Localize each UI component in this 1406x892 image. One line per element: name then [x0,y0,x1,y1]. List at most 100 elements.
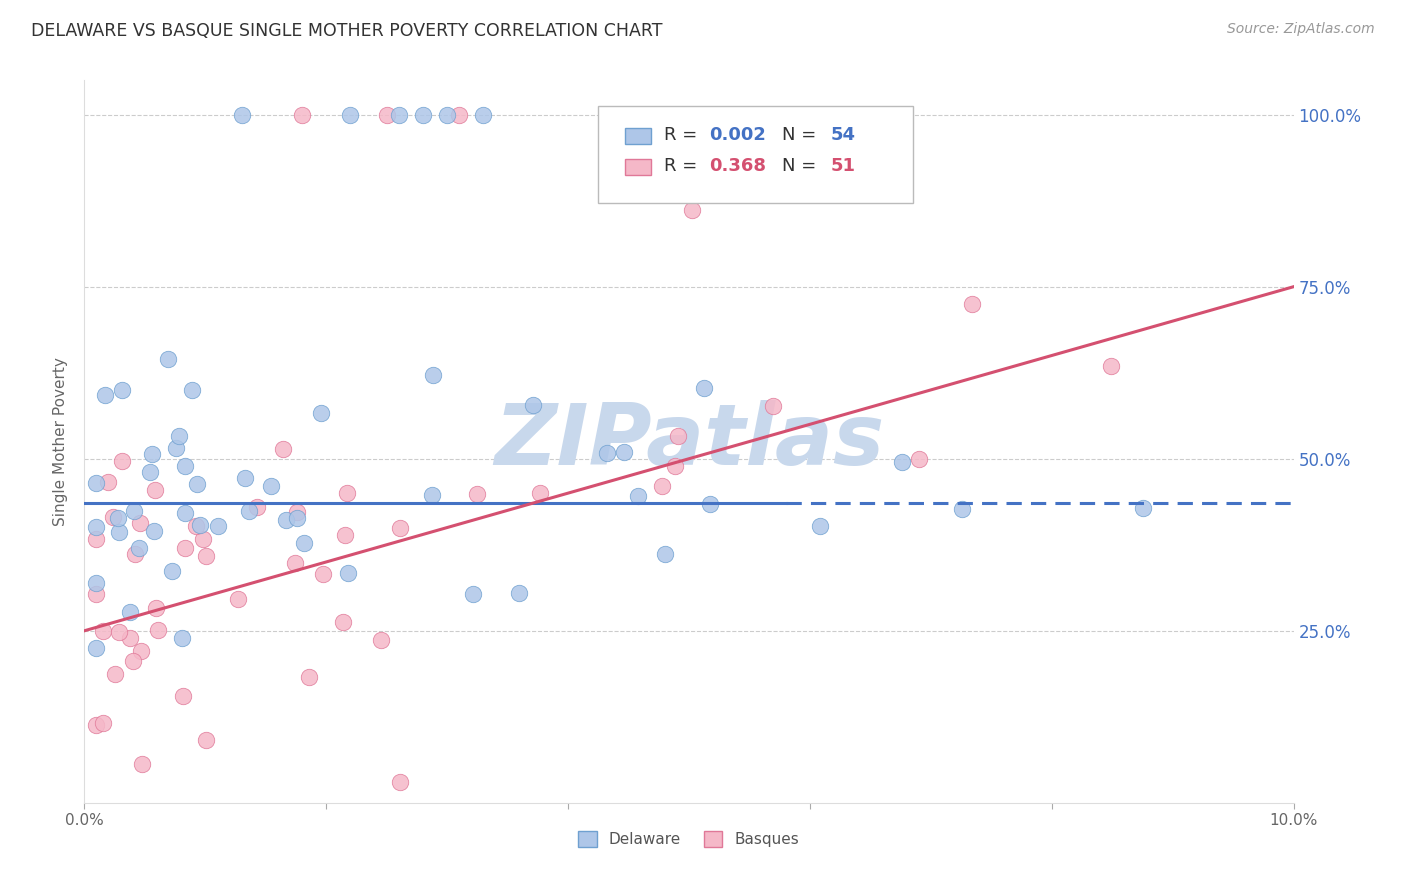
Point [284,557,307,571]
FancyBboxPatch shape [624,159,651,175]
Point [94,387,117,401]
Point [86,476,108,491]
Point [472,108,495,122]
Point [1099,359,1122,374]
Point [651,479,673,493]
Text: 0.368: 0.368 [710,157,766,175]
Point [86,717,108,731]
Point [274,512,297,526]
Point [118,605,141,619]
Point [188,517,211,532]
Point [186,519,208,533]
Point [465,487,488,501]
Point [145,600,167,615]
Point [508,586,530,600]
Text: R =: R = [664,126,703,145]
Point [207,519,229,533]
Point [174,507,197,521]
FancyBboxPatch shape [624,128,651,144]
Point [335,528,357,542]
Point [101,509,124,524]
Text: N =: N = [782,157,823,175]
Point [375,108,398,122]
Point [226,592,249,607]
Point [174,541,197,556]
Point [143,483,166,498]
Point [292,536,315,550]
Point [86,533,108,547]
Point [180,383,202,397]
Point [762,399,785,413]
Point [121,654,143,668]
Point [412,108,434,122]
Text: DELAWARE VS BASQUE SINGLE MOTHER POVERTY CORRELATION CHART: DELAWARE VS BASQUE SINGLE MOTHER POVERTY… [31,22,662,40]
Point [388,108,411,122]
Point [107,511,129,525]
Point [118,631,141,645]
Point [370,632,392,647]
Point [309,406,332,420]
Point [91,624,114,638]
Point [332,615,354,629]
Point [86,586,108,600]
Point [596,446,619,460]
Point [422,368,444,382]
Point [111,383,134,397]
Point [699,497,721,511]
Point [422,488,444,502]
Point [260,478,283,492]
Point [231,108,253,122]
Text: R =: R = [664,157,703,175]
Point [160,564,183,578]
Point [271,442,294,457]
Point [157,351,180,366]
Point [124,547,146,561]
Point [233,471,256,485]
Point [666,429,689,443]
Point [174,458,197,473]
Point [108,525,131,540]
Point [122,504,145,518]
Point [91,715,114,730]
Y-axis label: Single Mother Poverty: Single Mother Poverty [53,357,69,526]
Point [664,459,686,474]
Point [389,521,412,535]
Text: ZIPatlas: ZIPatlas [494,400,884,483]
Point [890,455,912,469]
Point [129,516,152,531]
Point [298,670,321,684]
Text: 54: 54 [831,126,855,145]
Point [336,486,359,500]
Point [97,475,120,489]
Point [285,511,308,525]
Point [141,447,163,461]
Point [339,108,361,122]
Point [245,500,267,515]
FancyBboxPatch shape [599,105,912,203]
Point [146,623,169,637]
Point [681,203,703,218]
Point [337,566,360,581]
Point [461,587,484,601]
Point [194,733,217,747]
Point [172,631,194,645]
Point [131,757,153,772]
Point [139,465,162,479]
Point [529,485,551,500]
Point [388,775,411,789]
Point [142,524,165,539]
Point [110,454,132,468]
Point [131,644,153,658]
Point [238,503,260,517]
Point [654,548,676,562]
Point [128,541,150,556]
Point [962,297,984,311]
Point [108,624,131,639]
Point [907,451,929,466]
Point [104,667,127,681]
Point [291,108,314,122]
Point [186,477,208,491]
Point [285,505,308,519]
Point [191,532,214,546]
Point [693,381,716,395]
